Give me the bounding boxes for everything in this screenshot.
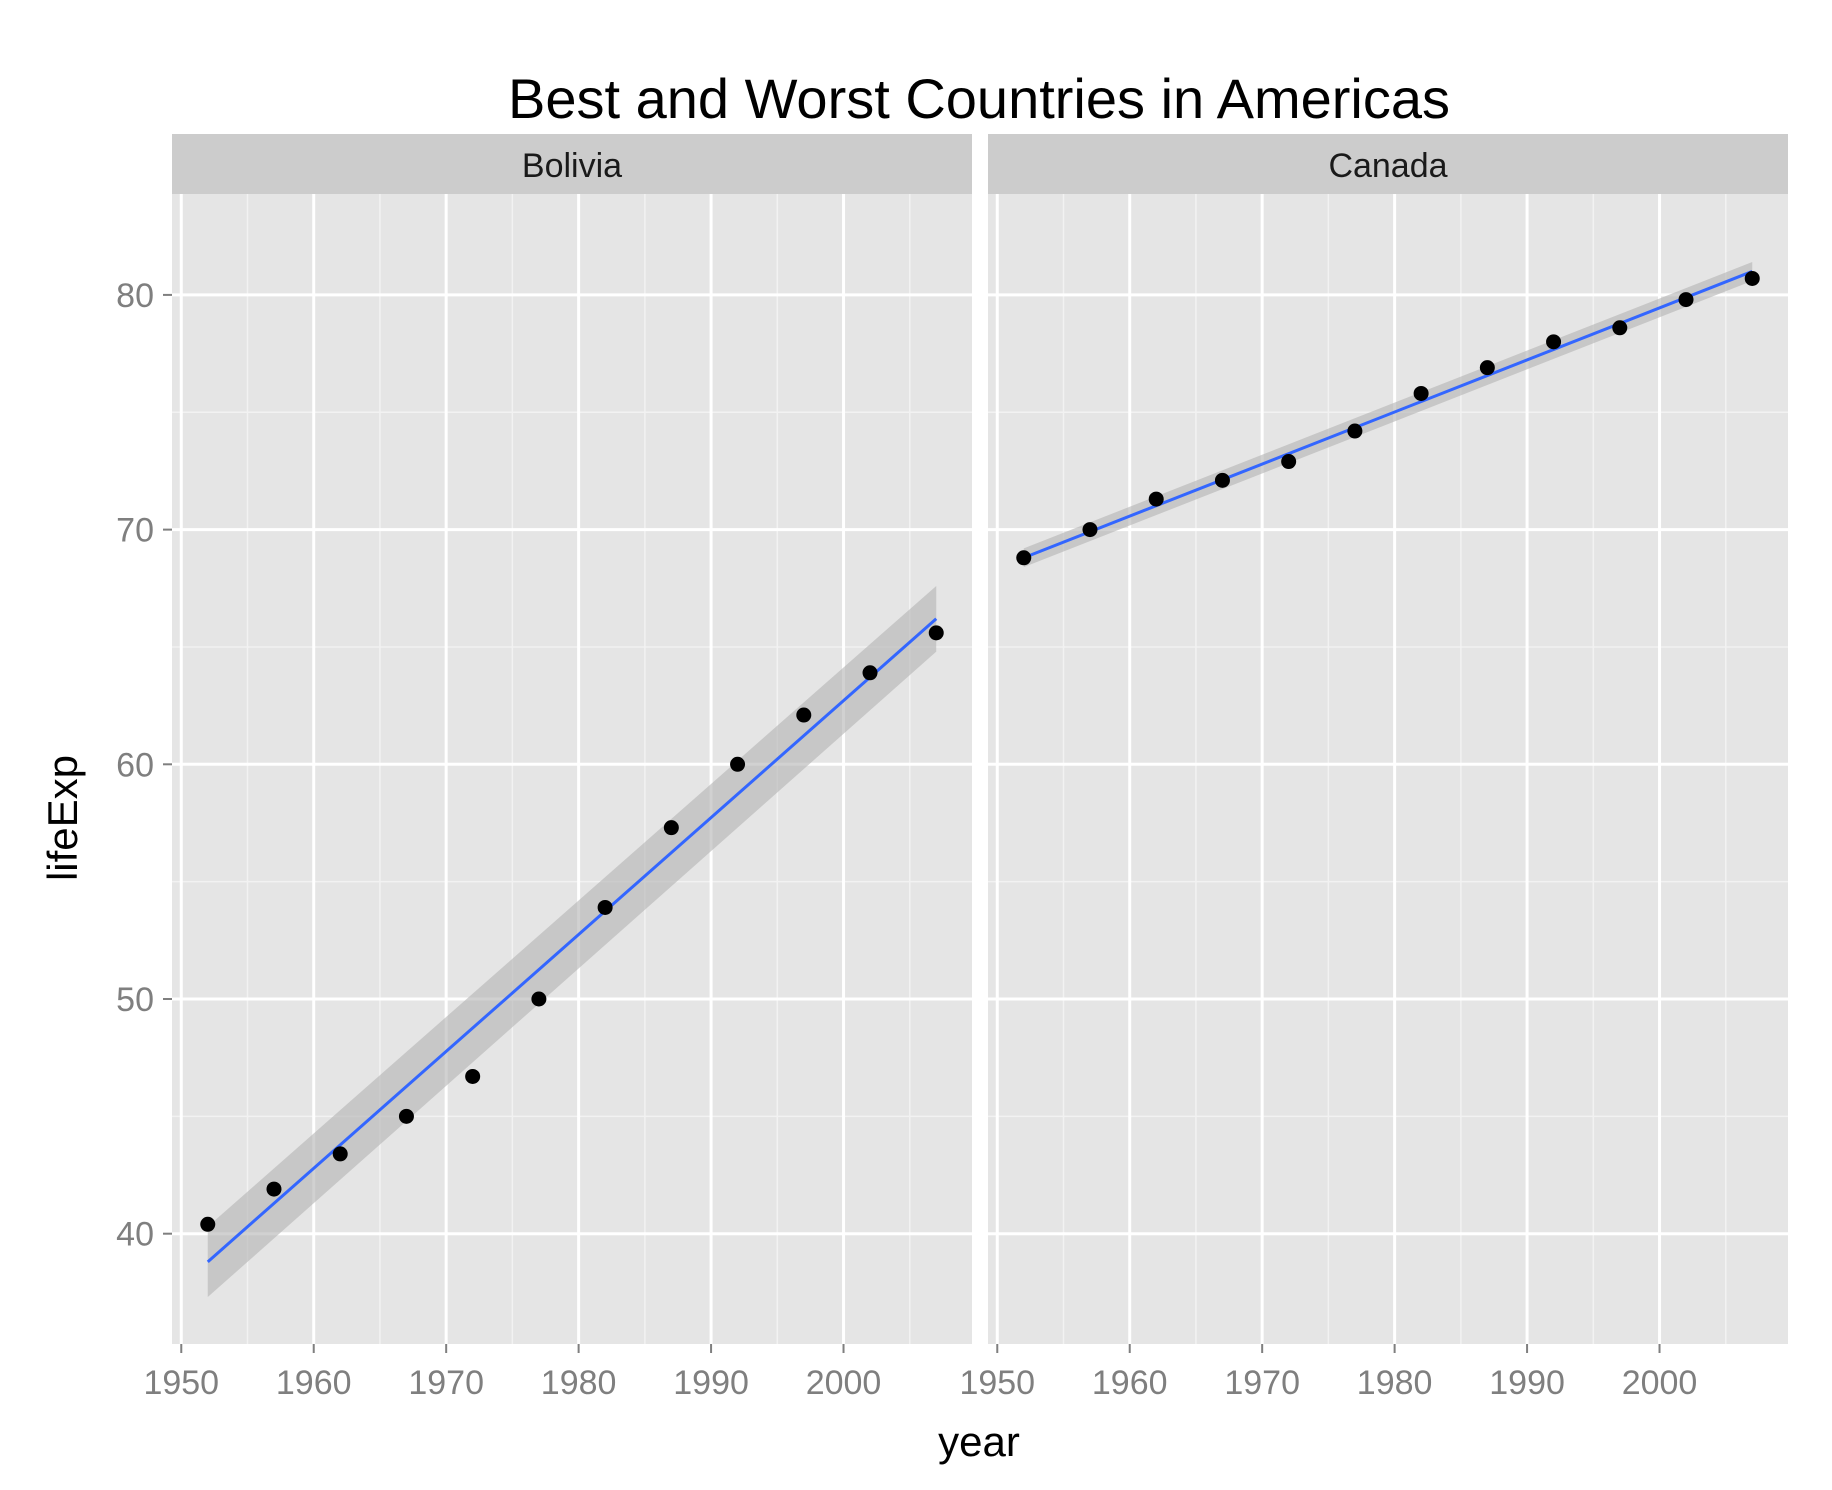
y-axis-title: lifeExp (39, 755, 86, 881)
x-tick-label: 1960 (1092, 1364, 1168, 1402)
x-tick-label: 1990 (673, 1364, 749, 1402)
y-tick-label: 40 (116, 1216, 154, 1254)
x-tick-label: 1980 (1357, 1364, 1433, 1402)
x-tick-label: 1990 (1489, 1364, 1565, 1402)
y-tick-label: 60 (116, 746, 154, 784)
data-point (332, 1146, 348, 1162)
facet-panels: Bolivia 1950 1960 1970 1980 1990 2000 40 50 60 70 8… (116, 134, 1788, 1402)
x-tick-label: 1980 (541, 1364, 617, 1402)
data-point (597, 899, 613, 915)
x-axis-title: year (938, 1418, 1020, 1465)
x-tick-label: 1950 (143, 1364, 219, 1402)
y-tick-label: 80 (116, 277, 154, 315)
x-tick-label: 1960 (276, 1364, 352, 1402)
x-tick-label: 1970 (1224, 1364, 1300, 1402)
facet-panel-canada: Canada 1950 1960 1970 1980 1990 2000 (959, 134, 1788, 1402)
data-point (200, 1216, 216, 1232)
data-point (928, 625, 944, 641)
x-tick-label: 2000 (1622, 1364, 1698, 1402)
facet-strip (172, 134, 972, 194)
data-point (663, 820, 679, 836)
regression-line (206, 617, 938, 1263)
data-point (1413, 385, 1429, 401)
data-point (796, 707, 812, 723)
x-tick-label: 1970 (408, 1364, 484, 1402)
data-point (1016, 550, 1032, 566)
data-point (465, 1068, 481, 1084)
x-tick-label: 1950 (959, 1364, 1035, 1402)
facet-panel-bolivia: Bolivia 1950 1960 1970 1980 1990 2000 40 50 60 70 8… (116, 134, 972, 1402)
data-point (1612, 320, 1628, 336)
data-point (862, 665, 878, 681)
data-point (1678, 292, 1694, 308)
data-point (398, 1108, 414, 1124)
facet-strip-label: Bolivia (522, 147, 622, 185)
data-point (1281, 454, 1297, 470)
data-point (266, 1181, 282, 1197)
data-point (1347, 423, 1363, 439)
data-point (1082, 522, 1098, 538)
facet-strip (988, 134, 1788, 194)
chart-title: Best and Worst Countries in Americas (508, 67, 1450, 130)
data-point (730, 756, 746, 772)
data-point (1479, 360, 1495, 376)
y-tick-label: 70 (116, 512, 154, 550)
data-point (1148, 491, 1164, 507)
x-tick-label: 2000 (806, 1364, 882, 1402)
y-tick-label: 50 (116, 981, 154, 1019)
data-point (1744, 270, 1760, 286)
panel-background (988, 194, 1788, 1344)
data-point (1546, 334, 1562, 350)
data-point (1214, 472, 1230, 488)
regression-line (1023, 270, 1753, 560)
facet-strip-label: Canada (1328, 147, 1447, 185)
data-point (531, 991, 547, 1007)
